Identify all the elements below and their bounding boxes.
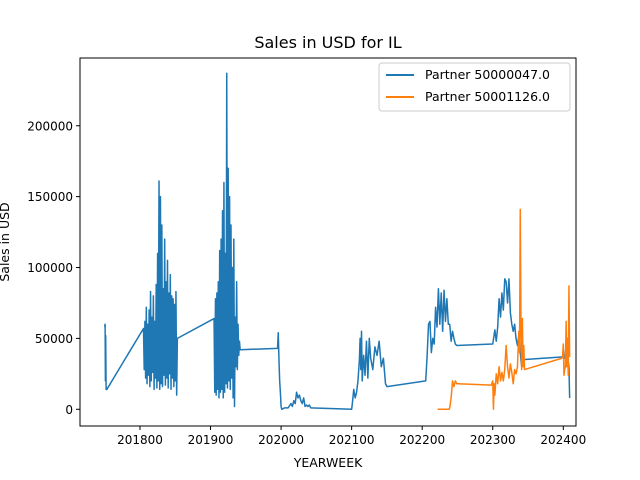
x-axis-ticks: 201800 201900 202000 202100 202200 202300 2024… [117, 426, 586, 447]
y-tick-label: 100000 [27, 261, 73, 275]
legend-box [378, 62, 571, 112]
x-tick-label: 202000 [258, 433, 304, 447]
y-axis-label: Sales in USD [0, 202, 12, 281]
y-tick-label: 150000 [27, 190, 73, 204]
x-tick-label: 202200 [399, 433, 445, 447]
x-tick-label: 201900 [188, 433, 234, 447]
legend: Partner 50000047.0 Partner 50001126.0 [378, 62, 571, 112]
axes-frame [79, 57, 577, 427]
x-tick-label: 202300 [470, 433, 516, 447]
y-tick-label: 50000 [35, 332, 73, 346]
plot-area [103, 72, 571, 411]
legend-label-partner-50001126: Partner 50001126.0 [425, 89, 550, 104]
chart-title: Sales in USD for IL [254, 33, 401, 52]
series-line-partner-50000047 [103, 72, 571, 411]
y-axis-ticks: 0 50000 100000 150000 200000 [27, 119, 80, 417]
x-axis-label: YEARWEEK [293, 455, 363, 470]
x-tick-label: 202400 [540, 433, 586, 447]
legend-label-partner-50000047: Partner 50000047.0 [425, 67, 550, 82]
y-tick-label: 200000 [27, 119, 73, 133]
series-line-partner-50001126 [437, 208, 571, 411]
x-tick-label: 201800 [117, 433, 163, 447]
x-tick-label: 202100 [329, 433, 375, 447]
y-tick-label: 0 [65, 403, 73, 417]
